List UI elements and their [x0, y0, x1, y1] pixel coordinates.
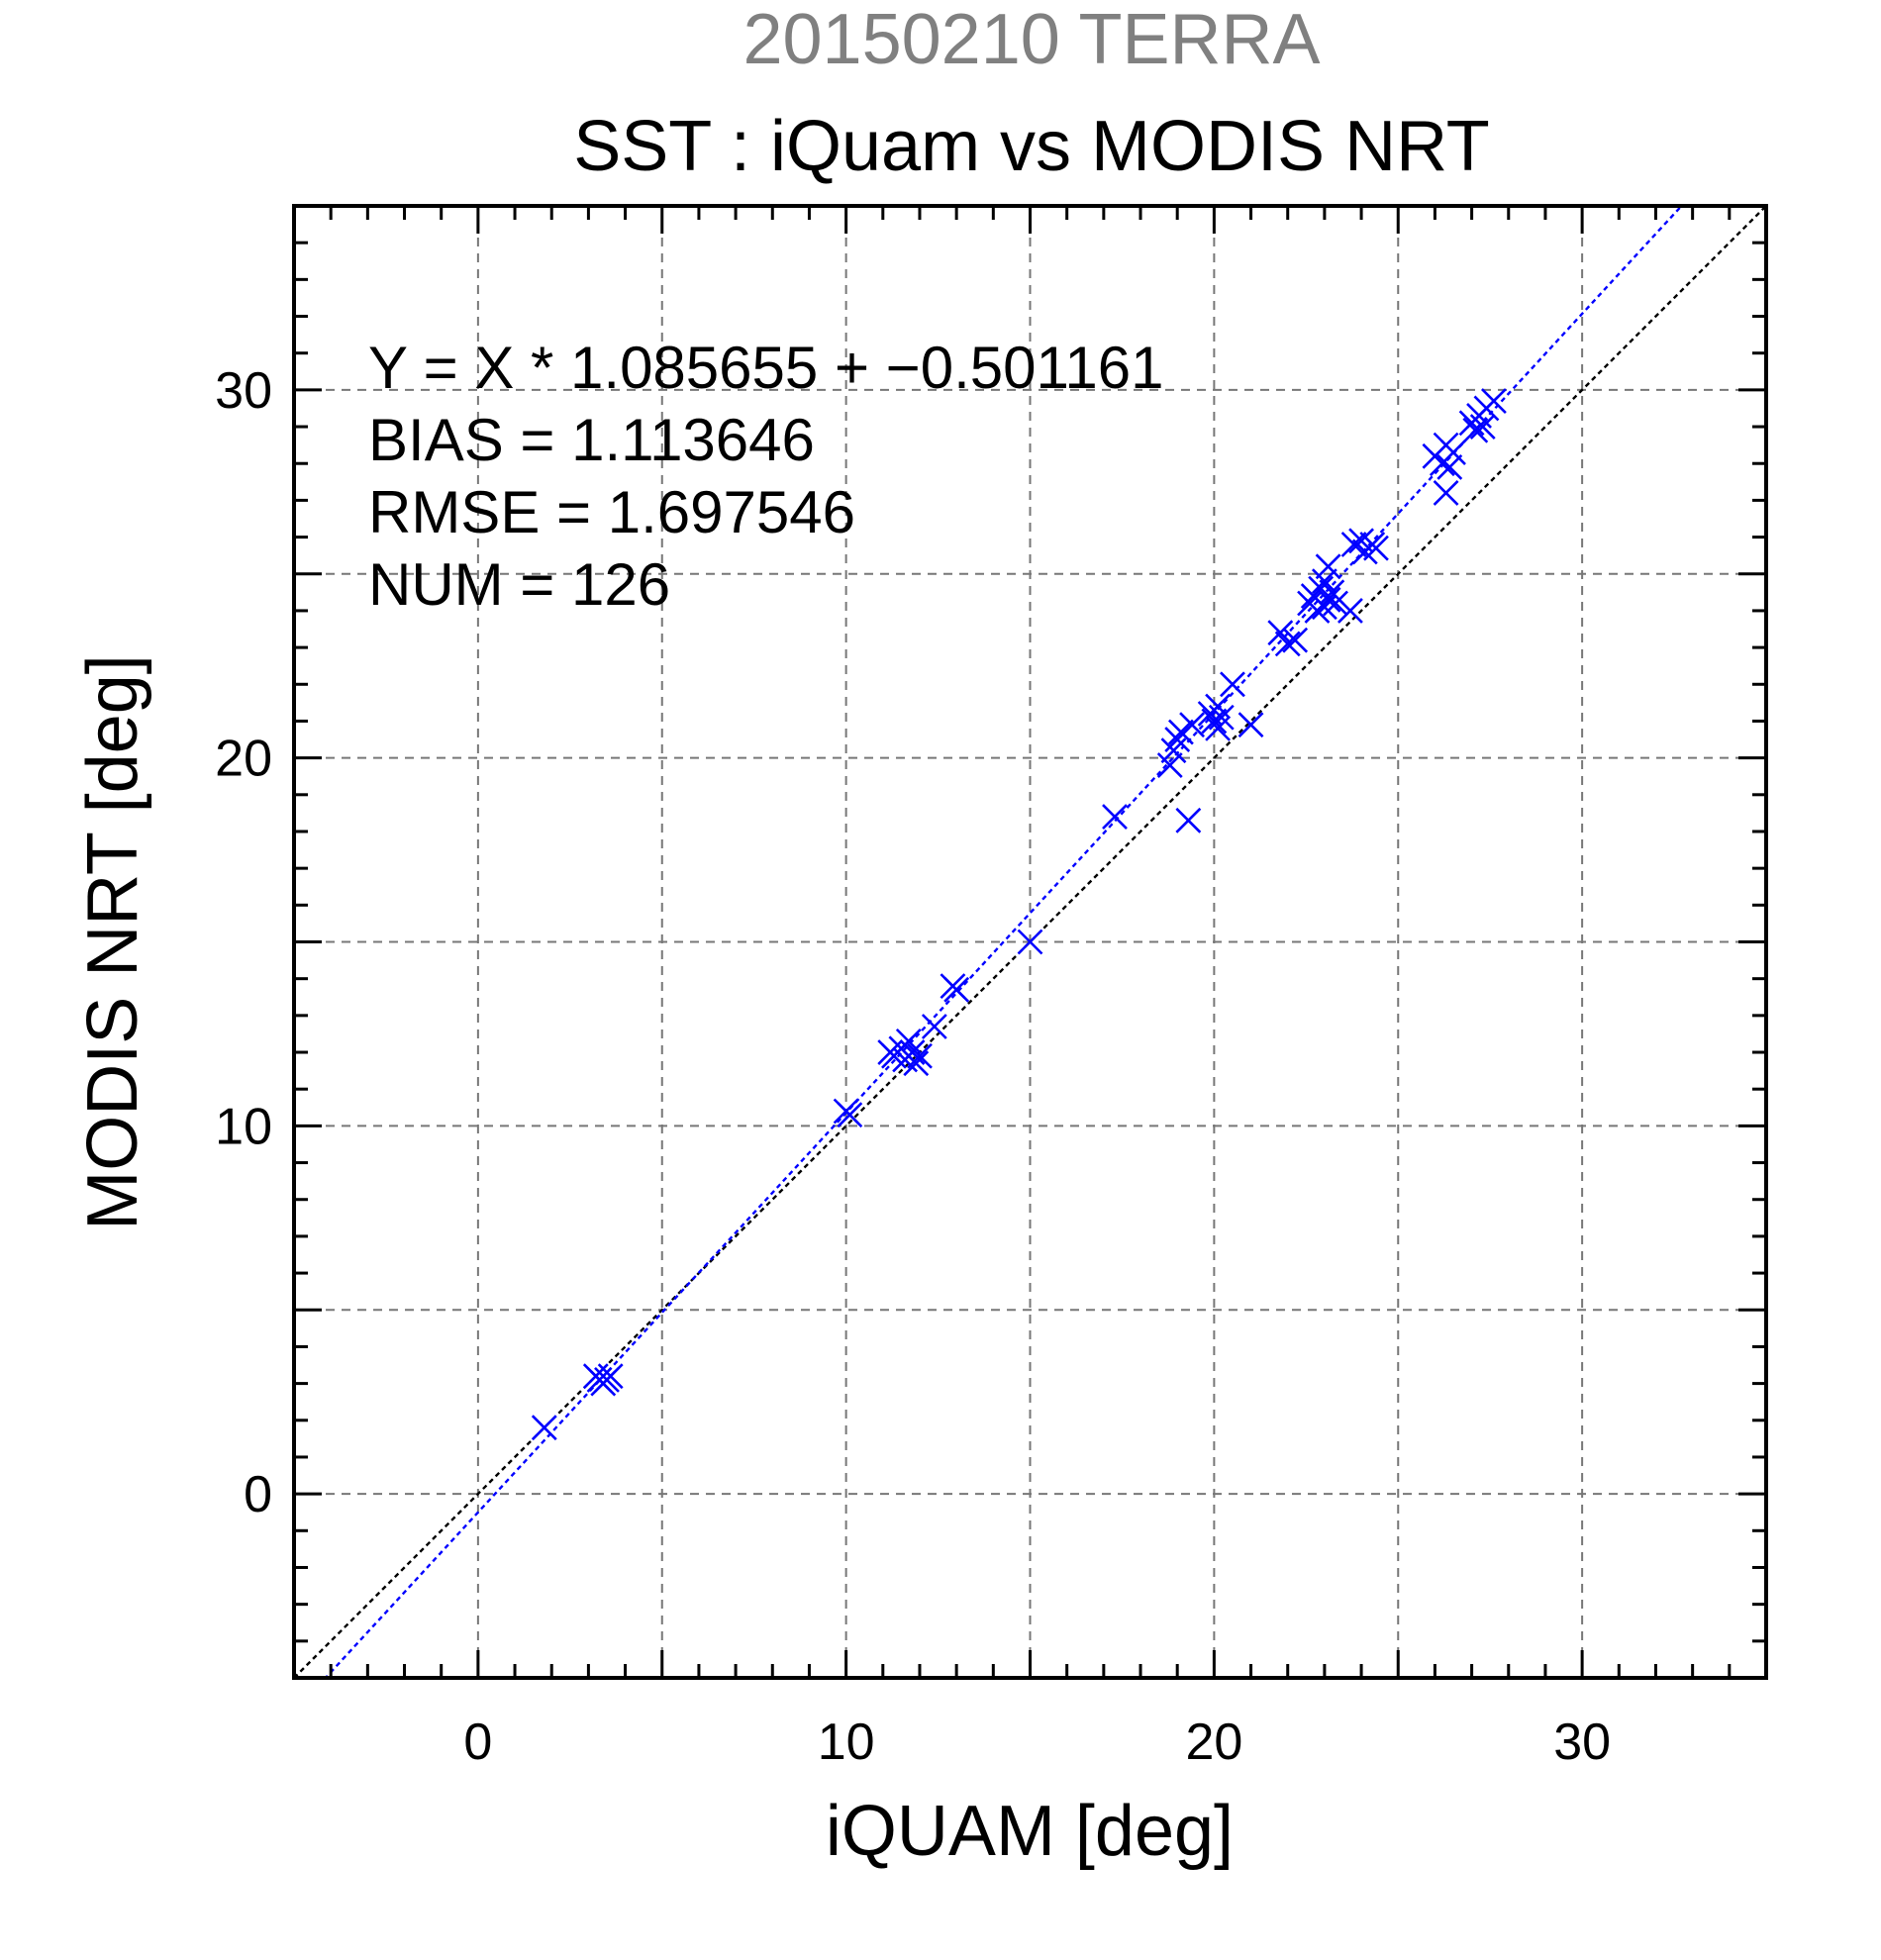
- data-point: [1363, 535, 1389, 561]
- regression-fit-line: [324, 206, 1684, 1678]
- y-tick-label: 30: [215, 362, 272, 420]
- chart-supertitle: 20150210 TERRA: [742, 0, 1320, 79]
- data-point: [1340, 532, 1367, 557]
- data-point: [1167, 719, 1194, 745]
- data-point: [1208, 704, 1235, 731]
- data-point: [1282, 627, 1309, 653]
- regression-lines: [294, 206, 1766, 1678]
- stats-annotation-line: Y = X * 1.085655 + −0.501161: [368, 335, 1164, 401]
- x-tick-label: 0: [463, 1714, 492, 1771]
- y-tick-label: 20: [215, 731, 272, 788]
- data-points: [531, 388, 1507, 1441]
- data-point: [1337, 598, 1363, 624]
- data-point: [597, 1363, 624, 1390]
- tick-labels: 0 10 20 30 0 10 20 30: [215, 362, 1611, 1771]
- x-tick-label: 10: [818, 1714, 875, 1771]
- stats-annotation-line: RMSE = 1.697546: [368, 479, 855, 545]
- data-point: [1238, 712, 1264, 738]
- data-point: [1480, 388, 1507, 414]
- grid: [294, 206, 1766, 1678]
- data-point: [1462, 417, 1489, 443]
- axis-ticks: [292, 204, 1768, 1680]
- data-point: [1017, 929, 1043, 955]
- x-axis-label: iQUAM [deg]: [826, 1792, 1234, 1871]
- data-point: [1440, 440, 1466, 465]
- data-point: [531, 1415, 557, 1441]
- data-point: [1201, 708, 1228, 735]
- data-point: [907, 1042, 933, 1069]
- y-tick-label: 10: [215, 1098, 272, 1155]
- data-point: [1102, 804, 1128, 831]
- data-point: [921, 1014, 947, 1039]
- data-point: [1323, 590, 1348, 617]
- stats-annotation-line: NUM = 126: [368, 551, 670, 618]
- y-tick-label: 0: [244, 1466, 272, 1523]
- data-point: [1175, 807, 1202, 833]
- data-point: [1436, 454, 1463, 480]
- data-point: [1433, 480, 1459, 506]
- chart-title: SST : iQuam vs MODIS NRT: [573, 107, 1490, 186]
- data-point: [837, 1102, 863, 1128]
- data-point: [903, 1050, 930, 1077]
- data-point: [1267, 620, 1294, 646]
- data-point: [1156, 752, 1183, 778]
- y-axis-label: MODIS NRT [deg]: [73, 654, 152, 1230]
- data-point: [1315, 553, 1341, 580]
- stats-annotation-line: BIAS = 1.113646: [368, 407, 815, 473]
- data-point: [943, 976, 970, 1003]
- x-tick-label: 20: [1185, 1714, 1242, 1771]
- x-tick-label: 30: [1553, 1714, 1611, 1771]
- data-point: [1274, 631, 1301, 657]
- data-point: [1315, 586, 1341, 613]
- data-point: [1220, 671, 1245, 698]
- data-point: [1179, 712, 1205, 738]
